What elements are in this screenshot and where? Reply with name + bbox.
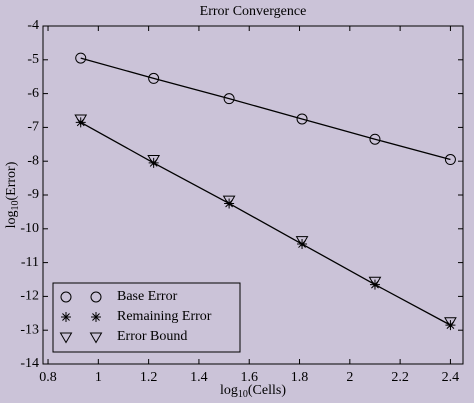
marker <box>445 320 456 331</box>
x-axis-label: log10(Cells) <box>220 383 286 400</box>
marker <box>75 52 87 64</box>
x-tick-label: 1.8 <box>291 370 309 385</box>
marker <box>369 133 381 145</box>
marker <box>295 236 309 248</box>
marker <box>148 72 160 84</box>
y-tick-label: -11 <box>21 255 39 270</box>
x-tick-label: 1 <box>95 370 102 385</box>
y-label-part: log <box>4 210 19 228</box>
marker <box>222 195 236 207</box>
series-line <box>80 57 451 161</box>
x-label-sub: 10 <box>238 389 248 400</box>
marker <box>444 317 457 329</box>
marker <box>444 154 456 166</box>
y-tick-label: -14 <box>20 356 39 371</box>
legend-label: Base Error <box>117 289 178 304</box>
legend-label: Remaining Error <box>117 309 212 324</box>
x-tick-label: 2 <box>346 370 353 385</box>
x-tick-label: 0.8 <box>39 370 57 385</box>
series-line <box>80 121 451 326</box>
y-tick-label: -10 <box>20 221 39 236</box>
y-label-sub: 10 <box>10 200 21 210</box>
legend-marker <box>89 332 103 344</box>
y-tick-label: -4 <box>27 18 39 33</box>
marker <box>368 276 382 288</box>
marker <box>223 93 235 105</box>
marker <box>74 114 88 126</box>
y-label-part: (Error) <box>4 161 19 200</box>
legend-marker <box>60 291 72 303</box>
x-tick-label: 1.4 <box>190 370 208 385</box>
marker <box>369 279 380 290</box>
marker <box>296 113 308 125</box>
x-tick-label: 2.4 <box>442 370 460 385</box>
y-tick-label: -7 <box>27 120 39 135</box>
legend-marker <box>90 291 102 303</box>
marker <box>147 155 161 167</box>
legend-label: Error Bound <box>117 329 187 344</box>
legend-marker <box>91 312 101 322</box>
marker <box>224 198 235 209</box>
x-tick-label: 1.2 <box>140 370 158 385</box>
chart-title: Error Convergence <box>200 4 307 19</box>
x-tick-label: 1.6 <box>240 370 258 385</box>
x-label-part: log <box>220 383 238 398</box>
marker <box>297 239 308 250</box>
y-tick-label: -12 <box>20 289 39 304</box>
y-axis-label: log10(Error) <box>4 161 21 228</box>
x-label-part: (Cells) <box>248 383 286 398</box>
x-tick-label: 2.2 <box>391 370 409 385</box>
legend-box <box>52 282 241 353</box>
marker <box>75 117 86 128</box>
legend-marker <box>61 312 71 322</box>
y-tick-label: -6 <box>27 86 39 101</box>
y-tick-label: -8 <box>27 153 39 168</box>
y-tick-label: -5 <box>27 52 39 67</box>
y-tick-label: -9 <box>27 187 39 202</box>
marker <box>148 157 159 168</box>
y-tick-label: -13 <box>20 322 39 337</box>
legend-marker <box>59 332 73 344</box>
